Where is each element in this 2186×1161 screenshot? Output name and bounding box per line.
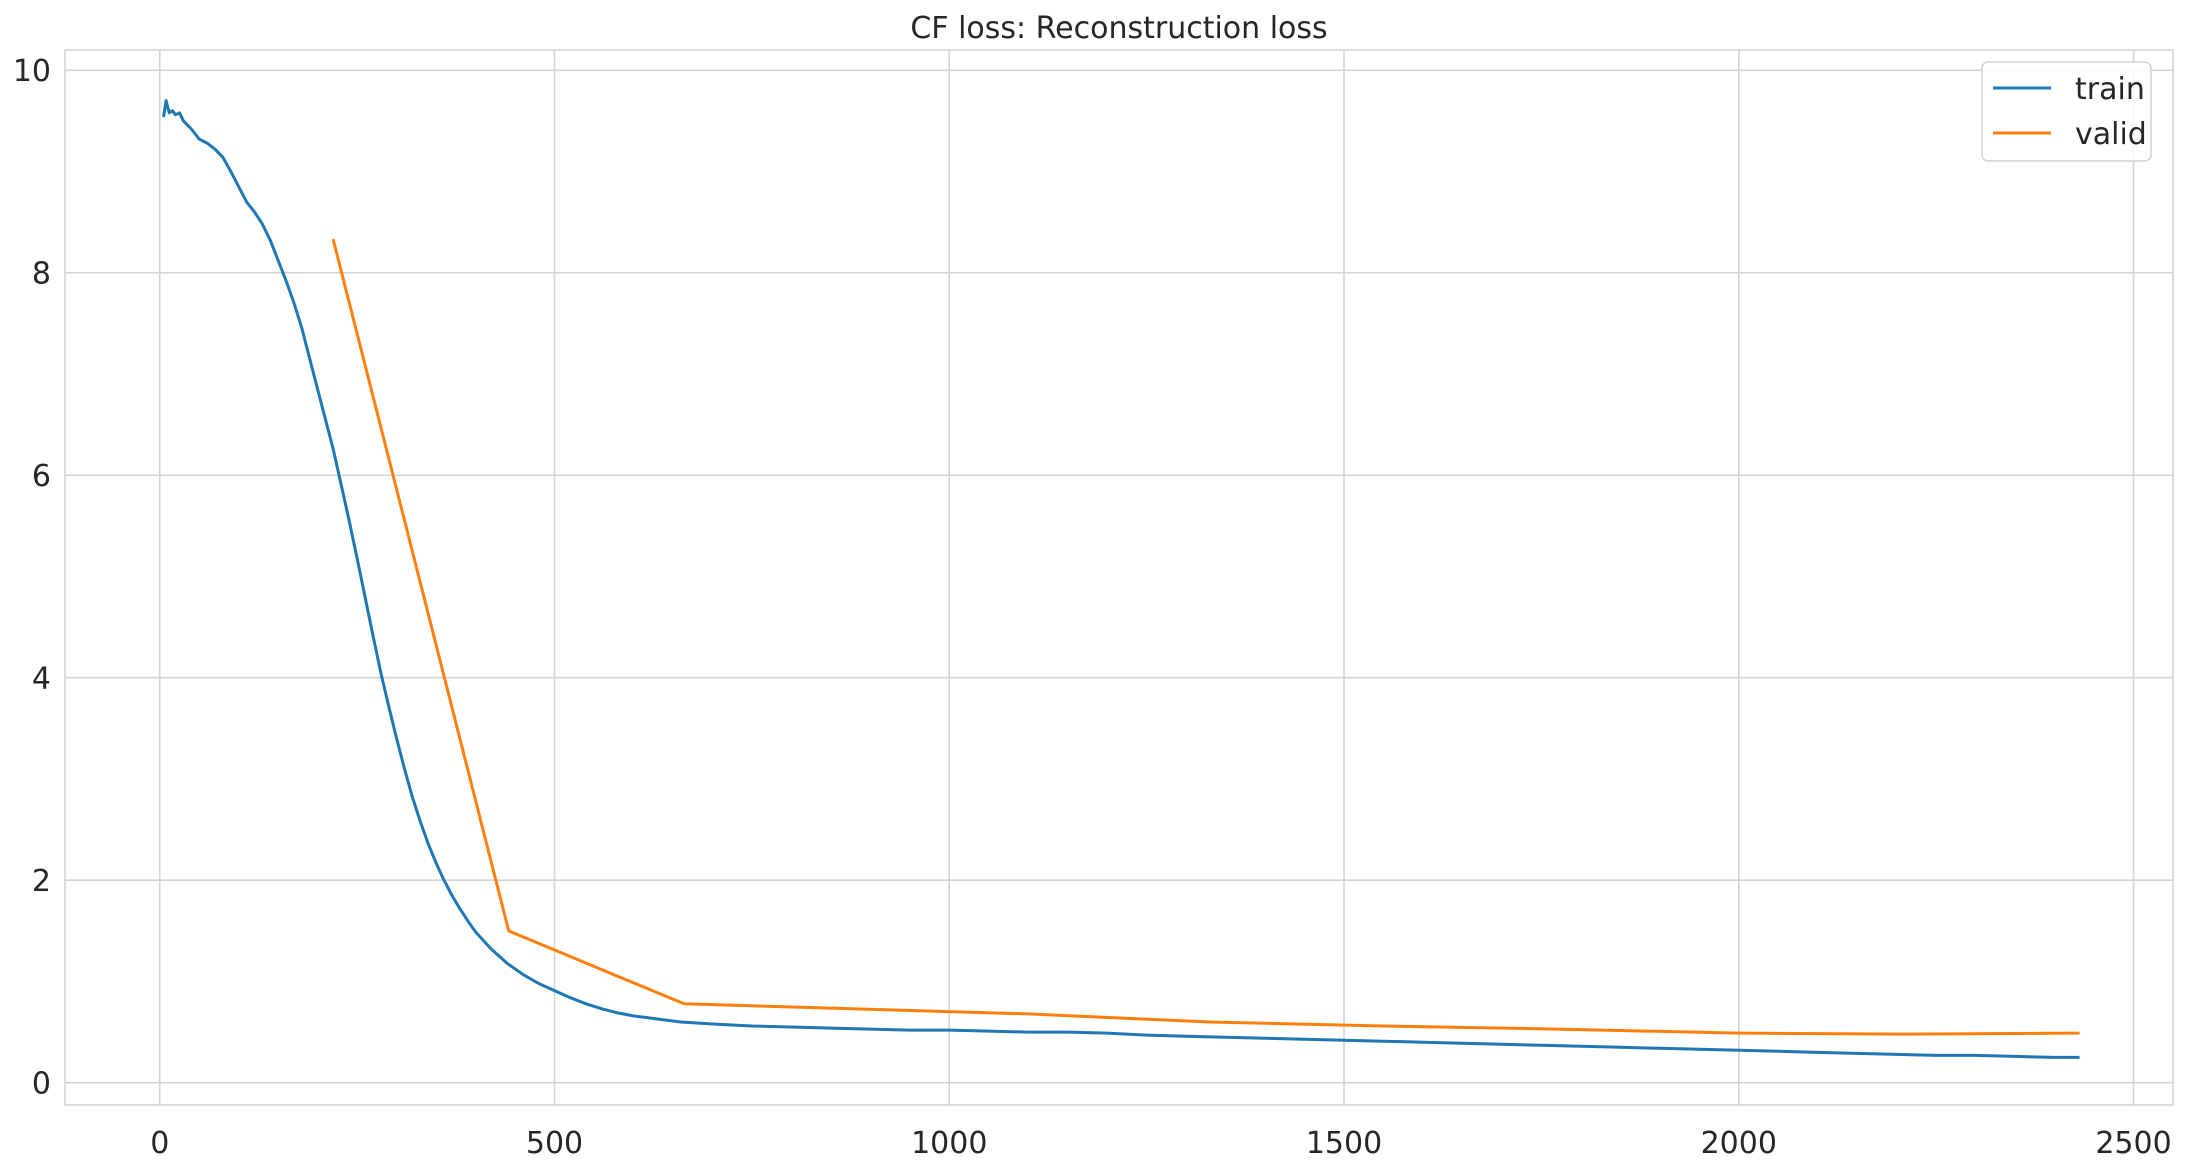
y-axis-ticks: 0 2 4 6 8 10	[13, 54, 51, 1101]
plot-lines	[162, 99, 2080, 1059]
x-tick-label-1000: 1000	[911, 1126, 987, 1161]
x-tick-label-2500: 2500	[2095, 1126, 2171, 1161]
x-tick-label-1500: 1500	[1306, 1126, 1382, 1161]
y-tick-label-8: 8	[32, 257, 51, 292]
x-tick-label-0: 0	[150, 1126, 169, 1161]
y-tick-label-10: 10	[13, 54, 51, 89]
chart-title: CF loss: Reconstruction loss	[910, 11, 1327, 46]
y-tick-label-6: 6	[32, 459, 51, 494]
x-tick-label-2000: 2000	[1701, 1126, 1777, 1161]
legend-label-train: train	[2075, 72, 2145, 107]
series-line-valid	[331, 238, 2080, 1036]
series-line-train	[162, 99, 2080, 1059]
grid	[65, 50, 2173, 1105]
y-tick-label-2: 2	[32, 864, 51, 899]
y-tick-label-0: 0	[32, 1067, 51, 1102]
x-axis-ticks: 0 500 1000 1500 2000 2500	[150, 1126, 2172, 1161]
plot-frame	[64, 49, 2174, 1106]
legend: train valid	[1981, 61, 2152, 162]
legend-label-valid: valid	[2075, 117, 2147, 152]
y-tick-label-4: 4	[32, 662, 51, 697]
x-tick-label-500: 500	[526, 1126, 583, 1161]
